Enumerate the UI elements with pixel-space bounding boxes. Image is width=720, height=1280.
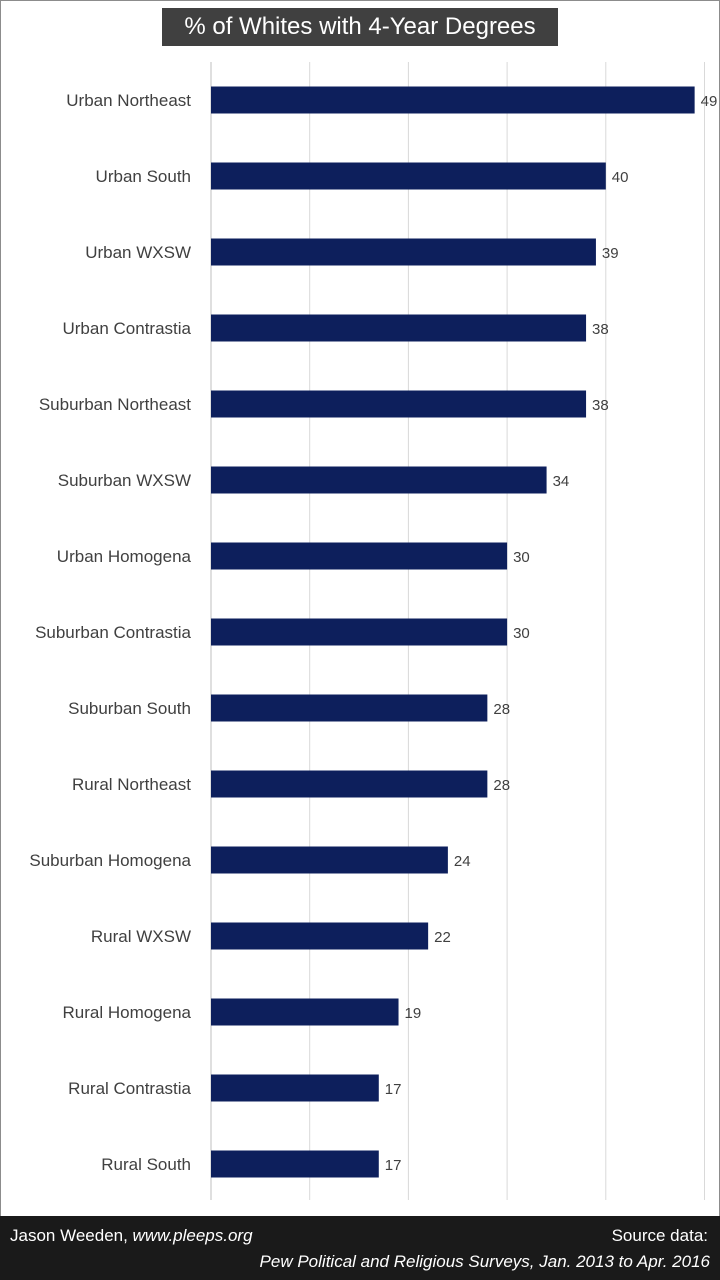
- author-site: www.pleeps.org: [132, 1226, 253, 1245]
- category-label: Suburban South: [68, 699, 191, 718]
- bar: [211, 770, 488, 798]
- category-label: Rural Northeast: [72, 775, 191, 794]
- category-label: Suburban Homogena: [29, 851, 191, 870]
- source-detail: Pew Political and Religious Surveys, Jan…: [259, 1252, 710, 1271]
- bar: [211, 922, 429, 950]
- data-label: 40: [612, 169, 629, 186]
- bar: [211, 998, 399, 1026]
- data-label: 19: [405, 1005, 422, 1022]
- category-label: Suburban WXSW: [58, 471, 191, 490]
- bar: [211, 238, 596, 266]
- bar: [211, 466, 547, 494]
- category-label: Rural Homogena: [62, 1003, 191, 1022]
- author-credit: Jason Weeden, www.pleeps.org: [10, 1226, 253, 1246]
- bar: [211, 1150, 379, 1178]
- bar: [211, 694, 488, 722]
- bar: [211, 618, 508, 646]
- bar: [211, 846, 448, 874]
- category-label: Urban South: [96, 167, 191, 186]
- category-label: Suburban Contrastia: [35, 623, 191, 642]
- category-label: Rural Contrastia: [68, 1079, 191, 1098]
- data-label: 22: [434, 929, 451, 946]
- data-label: 28: [493, 701, 510, 718]
- bar: [211, 390, 587, 418]
- data-label: 30: [513, 549, 530, 566]
- bar-chart: Urban Northeast 49 Urban South 40 Urban WXSW…: [29, 62, 718, 1200]
- data-label: 38: [592, 397, 609, 414]
- data-label: 39: [602, 245, 619, 262]
- data-label: 34: [553, 473, 570, 490]
- category-label: Urban Homogena: [57, 547, 192, 566]
- category-label: Suburban Northeast: [39, 395, 191, 414]
- category-label: Urban Contrastia: [62, 319, 191, 338]
- data-label: 17: [385, 1081, 402, 1098]
- category-label: Urban Northeast: [66, 91, 191, 110]
- footer: Jason Weeden, www.pleeps.org Source data…: [0, 1216, 720, 1280]
- bar: [211, 162, 606, 190]
- category-label: Rural South: [101, 1155, 191, 1174]
- data-label: 17: [385, 1157, 402, 1174]
- data-label: 30: [513, 625, 530, 642]
- data-label: 49: [701, 93, 718, 110]
- author-name: Jason Weeden,: [10, 1226, 133, 1245]
- source-label: Source data:: [611, 1226, 708, 1245]
- bar: [211, 314, 587, 342]
- category-label: Urban WXSW: [85, 243, 191, 262]
- data-label: 38: [592, 321, 609, 338]
- bar: [211, 542, 508, 570]
- data-label: 24: [454, 853, 471, 870]
- data-label: 28: [493, 777, 510, 794]
- bar: [211, 86, 695, 114]
- category-label: Rural WXSW: [91, 927, 191, 946]
- bar: [211, 1074, 379, 1102]
- chart-title: % of Whites with 4-Year Degrees: [162, 8, 558, 46]
